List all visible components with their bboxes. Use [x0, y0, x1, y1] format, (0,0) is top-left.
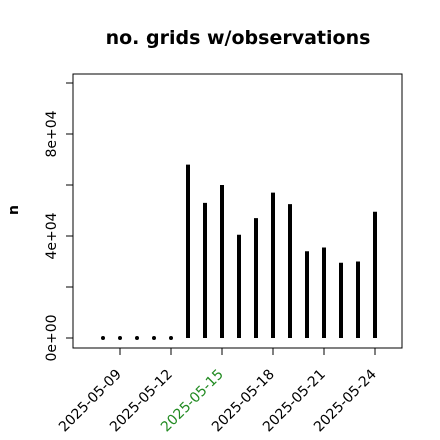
y-tick-label: 4e+04 [44, 212, 60, 259]
bar [101, 336, 105, 340]
bar [135, 336, 139, 340]
x-axis: 2025-05-092025-05-122025-05-152025-05-18… [56, 347, 380, 435]
y-axis-label: n [6, 205, 22, 215]
bars [101, 164, 377, 340]
bar [118, 336, 122, 340]
y-tick-label: 0e+00 [44, 314, 60, 361]
y-axis: 0e+00 4e+04 8e+04 [44, 82, 74, 362]
y-tick-label: 8e+04 [44, 110, 60, 157]
bar [169, 336, 173, 340]
chart-title: no. grids w/observations [106, 27, 371, 49]
bar [152, 336, 156, 340]
